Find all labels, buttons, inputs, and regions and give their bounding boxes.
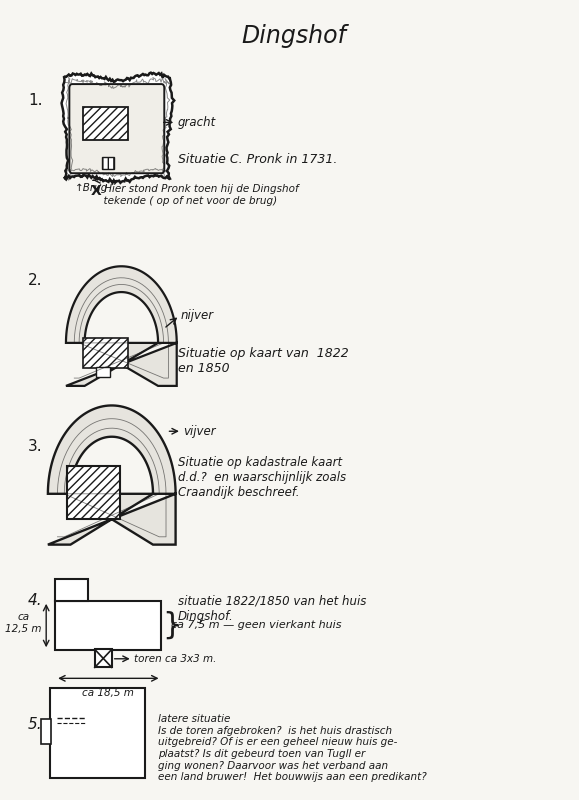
Bar bbox=[55, 601, 162, 650]
Text: situatie 1822/1850 van het huis
Dingshof.: situatie 1822/1850 van het huis Dingshof… bbox=[178, 594, 367, 622]
Bar bbox=[67, 466, 120, 519]
Text: ca 18,5 m: ca 18,5 m bbox=[82, 688, 134, 698]
Text: Dingshof: Dingshof bbox=[241, 24, 346, 48]
Polygon shape bbox=[66, 266, 177, 386]
Text: ( Hier stond Pronk toen hij de Dingshof
  tekende ( op of net voor de brug): ( Hier stond Pronk toen hij de Dingshof … bbox=[97, 184, 299, 206]
Text: gracht: gracht bbox=[177, 116, 215, 129]
Text: }: } bbox=[163, 610, 182, 640]
Text: Situatie C. Pronk in 1731.: Situatie C. Pronk in 1731. bbox=[178, 153, 337, 166]
Bar bbox=[83, 338, 127, 368]
FancyBboxPatch shape bbox=[69, 84, 164, 174]
Text: 3.: 3. bbox=[28, 439, 43, 454]
Text: toren ca 3x3 m.: toren ca 3x3 m. bbox=[134, 654, 216, 664]
Text: ↑Brug: ↑Brug bbox=[75, 182, 108, 193]
Bar bbox=[101, 157, 114, 170]
Bar bbox=[83, 106, 128, 140]
Text: 2.: 2. bbox=[28, 273, 43, 287]
Bar bbox=[55, 579, 88, 601]
Text: 5.: 5. bbox=[28, 717, 43, 732]
Text: 4.: 4. bbox=[28, 593, 43, 608]
Text: ca
12,5 m: ca 12,5 m bbox=[5, 612, 42, 634]
Bar bbox=[95, 650, 112, 667]
Bar bbox=[41, 719, 51, 744]
Bar bbox=[96, 367, 110, 378]
Text: nijver: nijver bbox=[181, 309, 214, 322]
Polygon shape bbox=[61, 73, 174, 183]
Text: latere situatie
Is de toren afgebroken?  is het huis drastisch
uitgebreid? Of is: latere situatie Is de toren afgebroken? … bbox=[158, 714, 427, 782]
Text: X: X bbox=[90, 184, 101, 198]
Bar bbox=[50, 689, 145, 778]
Polygon shape bbox=[48, 406, 175, 545]
Text: vijver: vijver bbox=[183, 425, 215, 438]
Text: Situatie op kaart van  1822
en 1850: Situatie op kaart van 1822 en 1850 bbox=[178, 347, 349, 375]
Text: Situatie op kadastrale kaart
d.d.?  en waarschijnlijk zoals
Craandijk beschreef.: Situatie op kadastrale kaart d.d.? en wa… bbox=[178, 456, 346, 499]
Text: ca 7,5 m — geen vierkant huis: ca 7,5 m — geen vierkant huis bbox=[170, 620, 341, 630]
Text: 1.: 1. bbox=[28, 93, 43, 108]
